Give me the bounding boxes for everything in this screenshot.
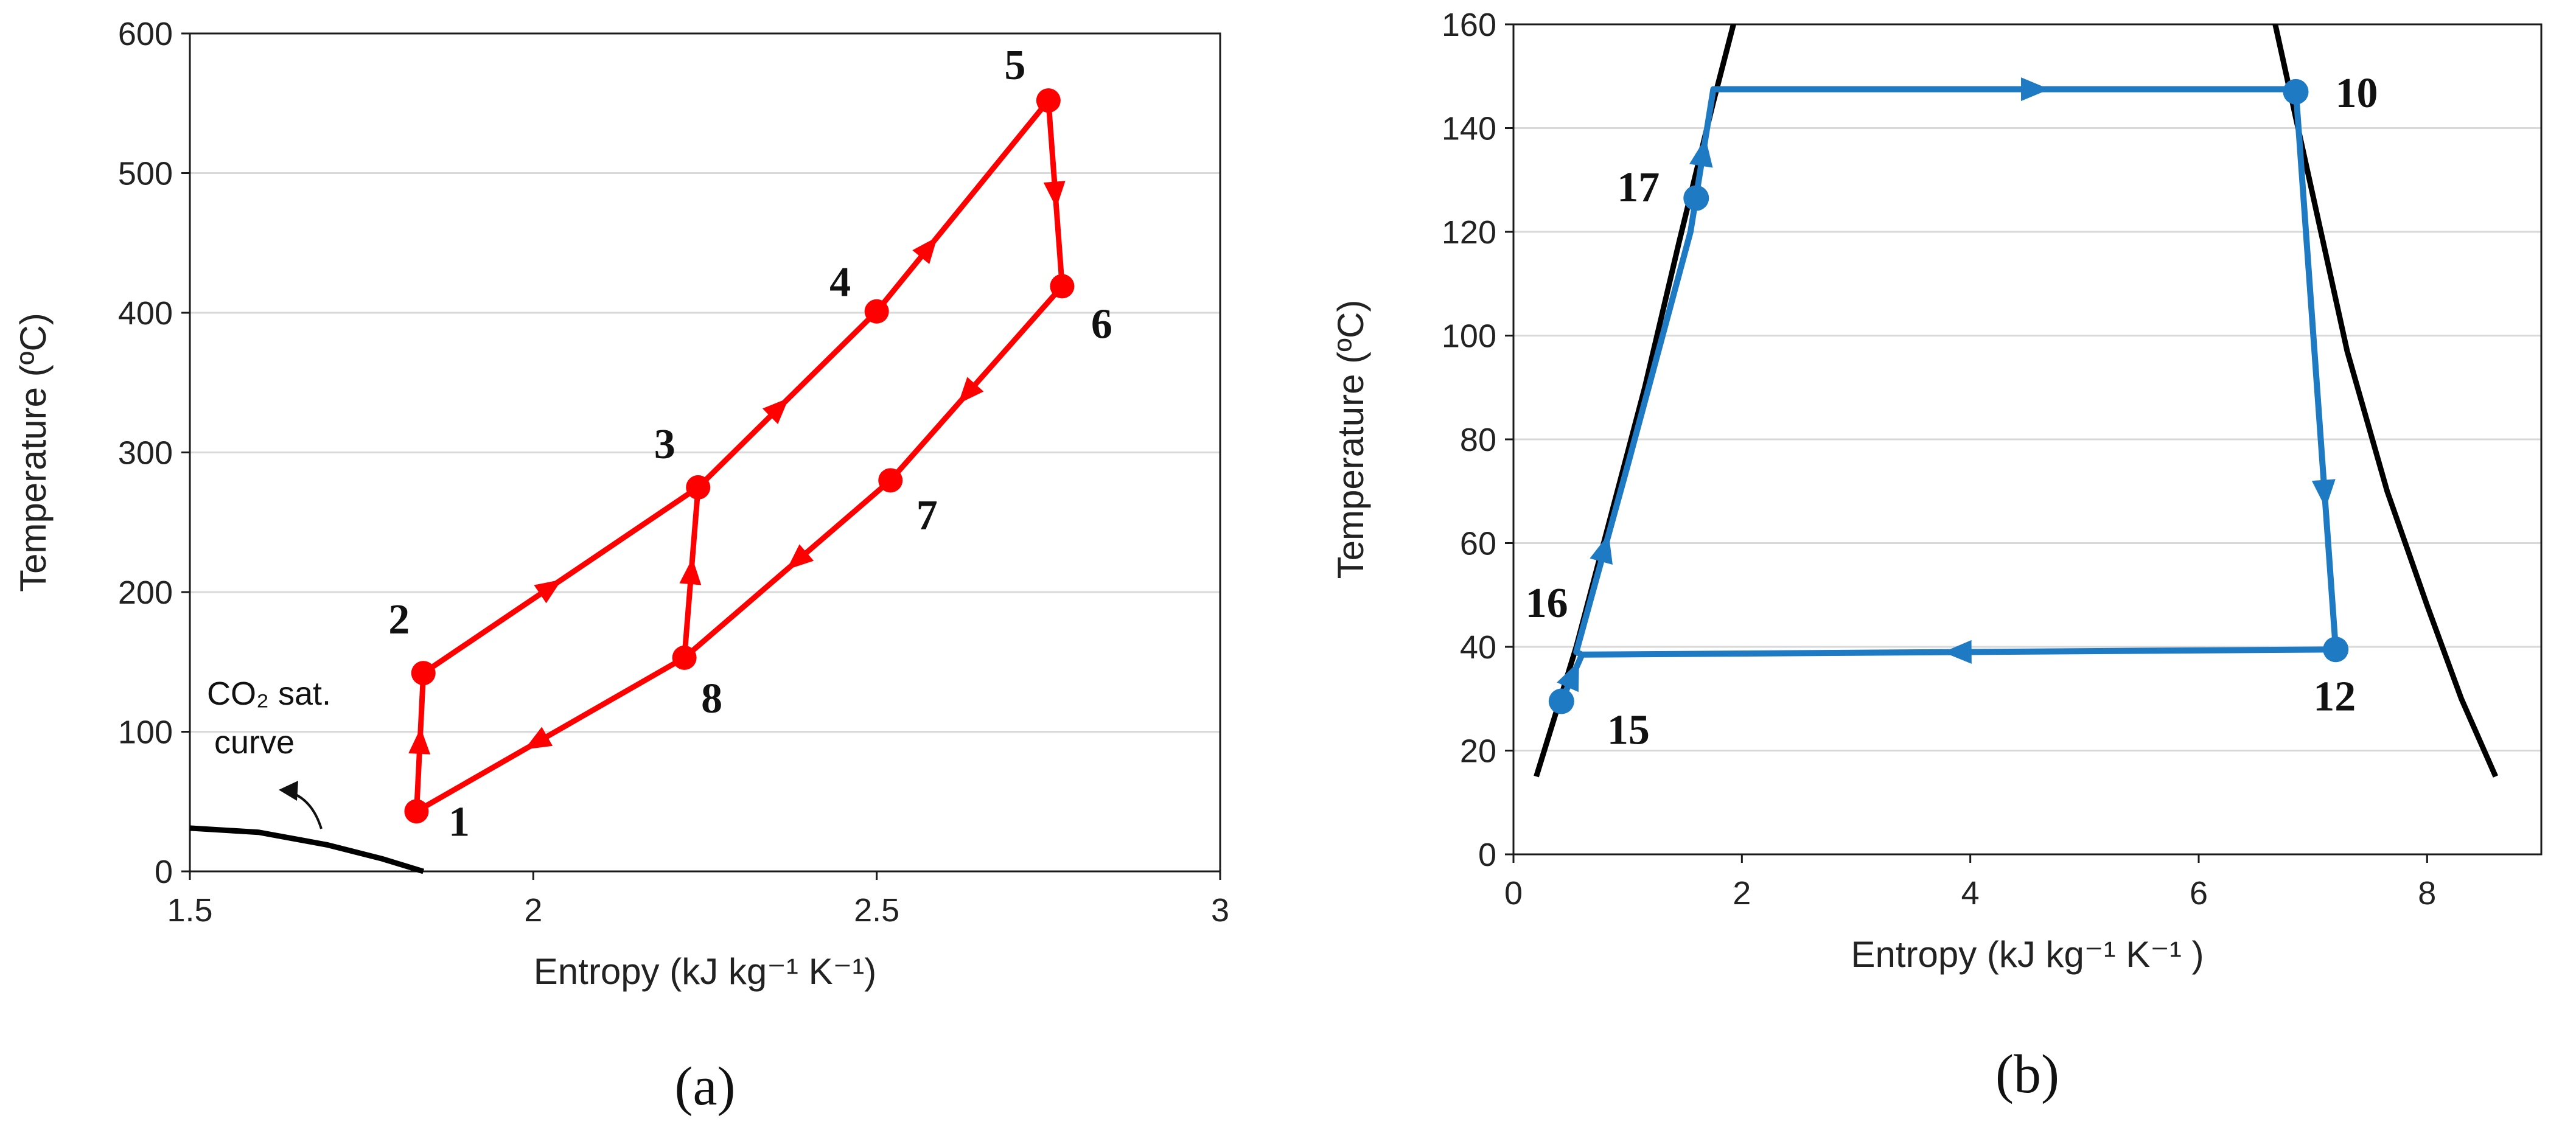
cycle-a-path bbox=[414, 97, 1065, 812]
x-tick-label: 2.5 bbox=[854, 892, 899, 929]
state-point-15 bbox=[1548, 688, 1574, 714]
state-point-10 bbox=[2283, 78, 2309, 105]
y-axis-label: Temperature (ºC) bbox=[1330, 300, 1371, 579]
plot-frame bbox=[189, 32, 1221, 873]
direction-arrow bbox=[524, 727, 553, 750]
saturation-annotation-line2: curve bbox=[214, 724, 295, 761]
direction-arrow bbox=[534, 579, 562, 604]
state-point-label-5: 5 bbox=[1004, 42, 1025, 89]
x-tick-label: 6 bbox=[2190, 875, 2208, 912]
direction-arrow bbox=[1557, 661, 1579, 692]
direction-arrow bbox=[786, 544, 814, 570]
state-point-4 bbox=[864, 299, 889, 324]
state-point-6 bbox=[1050, 274, 1075, 299]
state-point-label-12: 12 bbox=[2313, 673, 2356, 720]
direction-arrow bbox=[679, 557, 702, 585]
state-point-label-3: 3 bbox=[654, 421, 675, 468]
x-tick-label: 2 bbox=[524, 892, 542, 929]
state-point-label-15: 15 bbox=[1607, 707, 1650, 754]
state-point-label-17: 17 bbox=[1617, 164, 1660, 211]
state-point-8 bbox=[672, 645, 697, 670]
cycle-a-closing-segment bbox=[415, 655, 686, 814]
direction-arrow bbox=[1043, 181, 1066, 208]
saturation-annotation-line1: CO₂ sat. bbox=[207, 675, 331, 712]
state-point-label-2: 2 bbox=[388, 596, 410, 643]
y-tick-label: 160 bbox=[1442, 7, 1496, 43]
direction-arrow bbox=[2021, 77, 2050, 102]
cycle-b-path bbox=[1559, 86, 2339, 703]
chart-b-entropy-temperature: 0 20 40 60 80 100 120 140 160 0 2 4 6 8 Entropy (kJ kg… bbox=[1330, 7, 2543, 1104]
direction-arrow bbox=[408, 727, 431, 755]
state-point-17 bbox=[1683, 185, 1709, 211]
y-tick-label: 200 bbox=[118, 574, 173, 611]
state-point-label-6: 6 bbox=[1091, 301, 1112, 347]
y-tick-label: 600 bbox=[118, 16, 173, 52]
panel-label: (b) bbox=[1995, 1044, 2059, 1104]
state-point-label-16: 16 bbox=[1526, 580, 1568, 627]
direction-arrow bbox=[912, 237, 938, 264]
x-axis-label: Entropy (kJ kg⁻¹ K⁻¹) bbox=[534, 951, 876, 992]
y-tick-label: 140 bbox=[1442, 111, 1496, 147]
y-tick-label: 500 bbox=[118, 156, 173, 192]
state-point-label-10: 10 bbox=[2336, 70, 2378, 117]
direction-arrow bbox=[958, 377, 984, 404]
x-tick-label: 3 bbox=[1211, 892, 1229, 929]
x-axis-label: Entropy (kJ kg⁻¹ K⁻¹ ) bbox=[1851, 934, 2204, 975]
state-point-12 bbox=[2323, 636, 2349, 663]
state-point-label-7: 7 bbox=[916, 492, 938, 539]
y-tick-label: 400 bbox=[118, 295, 173, 332]
state-point-5 bbox=[1036, 88, 1061, 113]
x-tick-label: 8 bbox=[2418, 875, 2436, 912]
annotation-arrowhead bbox=[279, 781, 298, 801]
x-tick-label: 4 bbox=[1961, 875, 1980, 912]
direction-arrow bbox=[1942, 640, 1972, 664]
y-tick-label: 80 bbox=[1460, 422, 1496, 458]
state-point-label-8: 8 bbox=[701, 675, 722, 722]
x-tick-label: 2 bbox=[1733, 875, 1751, 912]
y-tick-label: 0 bbox=[1478, 837, 1496, 873]
chart-a-entropy-temperature: 0 100 200 300 400 500 600 1.5 2 2.5 3 Entropy (kJ k… bbox=[13, 16, 1229, 1117]
y-tick-label: 40 bbox=[1460, 629, 1496, 666]
y-tick-label: 120 bbox=[1442, 214, 1496, 251]
direction-arrow bbox=[2311, 479, 2336, 509]
state-point-2 bbox=[411, 661, 436, 686]
state-point-label-4: 4 bbox=[829, 259, 851, 306]
direction-arrow bbox=[1689, 138, 1713, 168]
direction-arrow bbox=[762, 397, 789, 425]
y-tick-label: 20 bbox=[1460, 733, 1496, 770]
y-tick-label: 300 bbox=[118, 435, 173, 472]
y-tick-label: 100 bbox=[118, 714, 173, 751]
saturated-vapor-line bbox=[2272, 24, 2499, 778]
state-point-label-1: 1 bbox=[449, 798, 470, 845]
panel-label: (a) bbox=[675, 1056, 736, 1117]
x-tick-label: 1.5 bbox=[167, 892, 212, 929]
y-tick-label: 0 bbox=[155, 854, 173, 890]
state-point-3 bbox=[686, 475, 711, 500]
co2-saturation-curve bbox=[189, 825, 425, 874]
direction-arrow bbox=[1590, 534, 1613, 565]
state-point-7 bbox=[878, 468, 903, 493]
y-axis-label: Temperature (ºC) bbox=[13, 313, 54, 592]
state-point-1 bbox=[404, 799, 429, 824]
y-tick-label: 100 bbox=[1442, 318, 1496, 355]
plot-frame bbox=[1512, 23, 2543, 856]
y-tick-label: 60 bbox=[1460, 526, 1496, 562]
x-tick-label: 0 bbox=[1504, 875, 1523, 912]
